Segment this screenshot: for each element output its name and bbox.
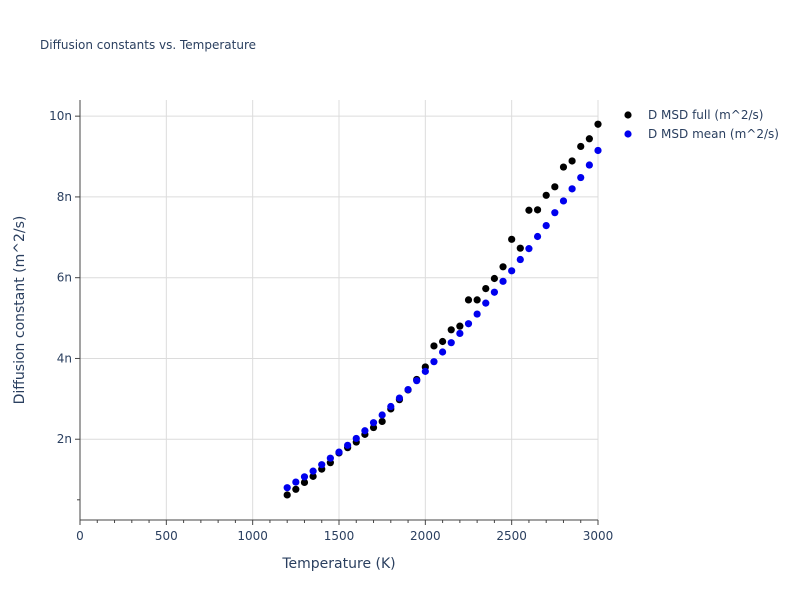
point-d-msd-mean bbox=[508, 267, 516, 275]
point-d-msd-mean bbox=[344, 441, 352, 449]
point-d-msd-full bbox=[525, 206, 533, 214]
point-d-msd-mean bbox=[490, 288, 498, 296]
legend-marker[interactable] bbox=[624, 111, 632, 119]
point-d-msd-full bbox=[464, 296, 473, 304]
point-d-msd-mean bbox=[309, 467, 317, 475]
point-d-msd-mean bbox=[378, 411, 386, 419]
legend-marker[interactable] bbox=[624, 130, 632, 138]
point-d-msd-full bbox=[568, 157, 576, 165]
point-d-msd-mean bbox=[464, 320, 473, 328]
legend-label[interactable]: D MSD mean (m^2/s) bbox=[648, 127, 779, 141]
point-d-msd-full bbox=[551, 183, 559, 191]
point-d-msd-full bbox=[300, 478, 309, 487]
point-d-msd-mean bbox=[326, 454, 334, 462]
point-d-msd-full bbox=[594, 120, 602, 128]
point-d-msd-mean bbox=[395, 394, 404, 402]
point-d-msd-full bbox=[533, 206, 542, 214]
point-d-msd-full bbox=[577, 142, 585, 151]
chart-title: Diffusion constants vs. Temperature bbox=[40, 38, 257, 52]
point-d-msd-full bbox=[490, 274, 498, 283]
point-d-msd-mean bbox=[473, 310, 481, 318]
point-d-msd-mean bbox=[439, 348, 447, 356]
point-d-msd-mean bbox=[352, 434, 360, 443]
point-d-msd-full bbox=[482, 284, 490, 293]
point-d-msd-mean bbox=[585, 161, 593, 169]
point-d-msd-mean bbox=[577, 173, 585, 182]
point-d-msd-mean bbox=[430, 358, 438, 366]
x-tick-label: 500 bbox=[155, 529, 178, 543]
y-tick-label: 2n bbox=[57, 432, 72, 446]
point-d-msd-mean bbox=[404, 385, 412, 394]
x-tick-label: 2500 bbox=[496, 529, 527, 543]
point-d-msd-full bbox=[499, 263, 507, 271]
point-d-msd-mean bbox=[482, 299, 490, 307]
point-d-msd-mean bbox=[551, 209, 559, 217]
y-tick-label: 6n bbox=[57, 271, 72, 285]
point-d-msd-mean bbox=[283, 484, 291, 492]
point-d-msd-full bbox=[283, 491, 291, 499]
point-d-msd-mean bbox=[369, 419, 378, 427]
y-tick-label: 4n bbox=[57, 351, 72, 365]
x-tick-label: 2000 bbox=[410, 529, 441, 543]
point-d-msd-mean bbox=[300, 473, 309, 481]
y-axis-title: Diffusion constant (m^2/s) bbox=[12, 216, 28, 405]
x-tick-label: 1500 bbox=[324, 529, 355, 543]
point-d-msd-mean bbox=[516, 255, 524, 264]
point-d-msd-mean bbox=[361, 427, 369, 435]
point-d-msd-mean bbox=[499, 277, 507, 285]
point-d-msd-full bbox=[309, 472, 317, 480]
x-axis-title: Temperature (K) bbox=[281, 556, 395, 572]
point-d-msd-full bbox=[585, 135, 593, 143]
point-d-msd-mean bbox=[335, 448, 343, 456]
point-d-msd-full bbox=[473, 296, 481, 304]
point-d-msd-mean bbox=[525, 245, 533, 253]
point-d-msd-full bbox=[430, 342, 438, 350]
point-d-msd-full bbox=[292, 485, 300, 493]
point-d-msd-full bbox=[439, 337, 447, 346]
point-d-msd-mean bbox=[413, 377, 421, 385]
point-d-msd-full bbox=[542, 191, 550, 199]
legend-label[interactable]: D MSD full (m^2/s) bbox=[648, 108, 763, 122]
point-d-msd-full bbox=[456, 322, 464, 330]
point-d-msd-mean bbox=[387, 402, 395, 411]
point-d-msd-mean bbox=[318, 461, 326, 469]
point-d-msd-mean bbox=[292, 478, 300, 486]
y-tick-label: 8n bbox=[57, 190, 72, 204]
point-d-msd-full bbox=[378, 417, 386, 426]
x-tick-label: 3000 bbox=[583, 529, 614, 543]
point-d-msd-mean bbox=[421, 367, 429, 375]
x-tick-label: 0 bbox=[76, 529, 84, 543]
point-d-msd-mean bbox=[447, 339, 455, 347]
point-d-msd-full bbox=[508, 235, 516, 243]
point-d-msd-full bbox=[559, 163, 568, 171]
x-tick-label: 1000 bbox=[237, 529, 268, 543]
point-d-msd-mean bbox=[559, 197, 568, 205]
y-tick-label: 10n bbox=[49, 109, 72, 123]
point-d-msd-mean bbox=[533, 232, 542, 241]
point-d-msd-full bbox=[447, 326, 455, 334]
point-d-msd-mean bbox=[568, 185, 576, 193]
point-d-msd-mean bbox=[594, 146, 602, 155]
point-d-msd-full bbox=[516, 244, 524, 252]
point-d-msd-mean bbox=[456, 329, 464, 338]
point-d-msd-mean bbox=[542, 221, 550, 230]
